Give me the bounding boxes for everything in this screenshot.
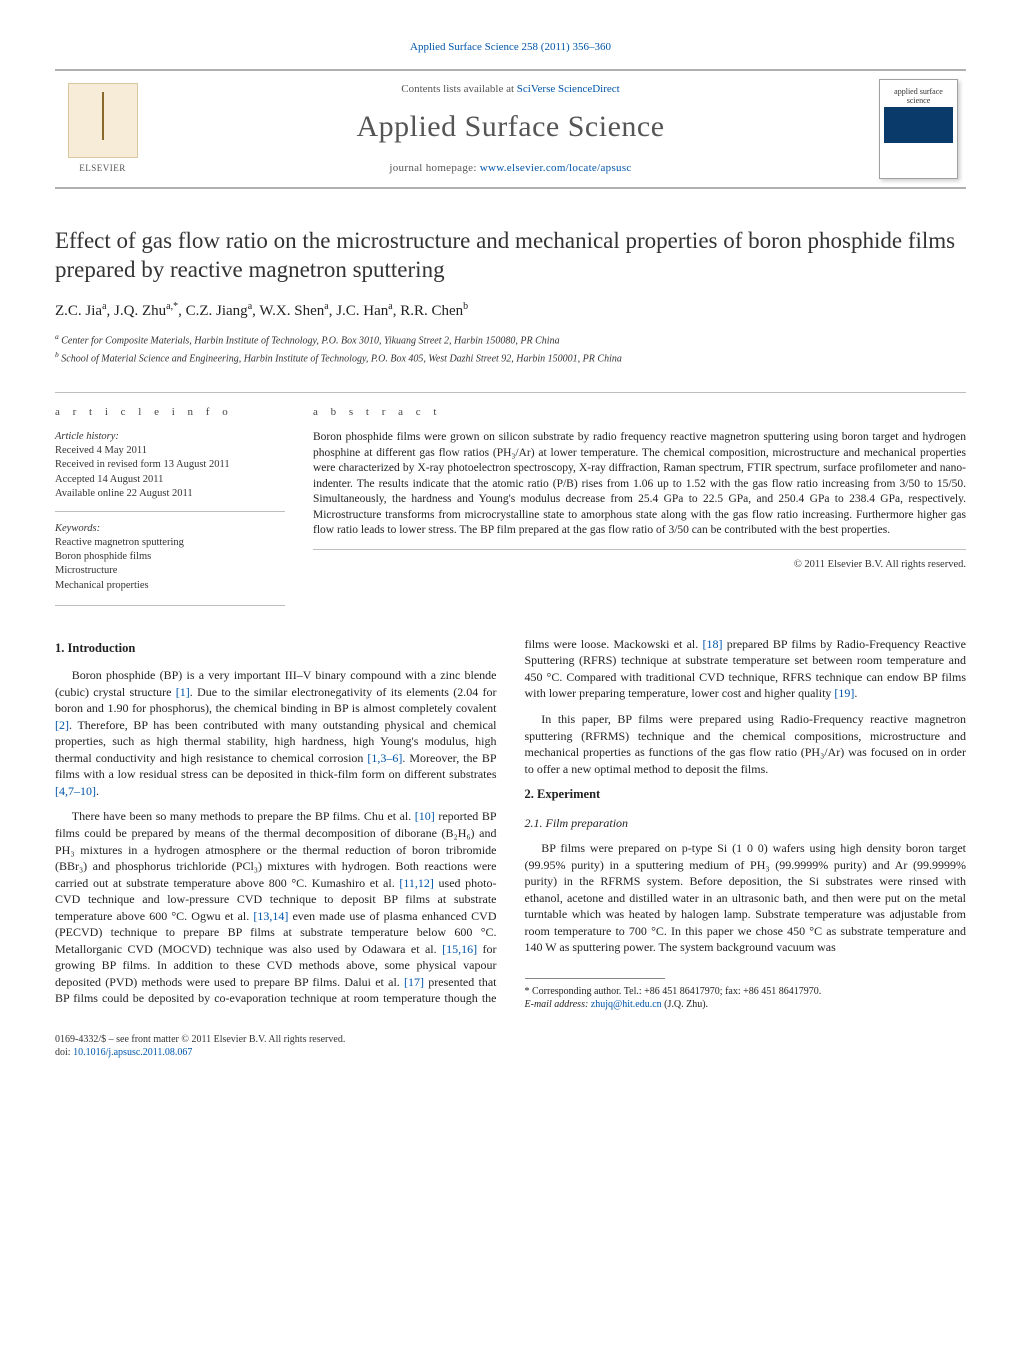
- issn-line: 0169-4332/$ – see front matter © 2011 El…: [55, 1033, 966, 1046]
- keywords-label: Keywords:: [55, 522, 285, 536]
- journal-homepage-line: journal homepage: www.elsevier.com/locat…: [389, 161, 631, 176]
- keyword: Reactive magnetron sputtering: [55, 536, 285, 550]
- elsevier-tree-icon: [68, 83, 138, 158]
- citation-ref[interactable]: [10]: [415, 809, 435, 823]
- publisher-label: ELSEVIER: [79, 162, 126, 174]
- keyword: Mechanical properties: [55, 579, 285, 593]
- journal-homepage-link[interactable]: www.elsevier.com/locate/apsusc: [480, 162, 632, 174]
- email-suffix: (J.Q. Zhu).: [664, 999, 708, 1010]
- footnote-rule: [525, 978, 665, 979]
- body-columns: 1. Introduction Boron phosphide (BP) is …: [55, 636, 966, 1011]
- citation-ref[interactable]: [13,14]: [253, 909, 288, 923]
- history-online: Available online 22 August 2011: [55, 487, 285, 501]
- abstract-col: a b s t r a c t Boron phosphide films we…: [313, 405, 966, 606]
- author-list: Z.C. Jiaa, J.Q. Zhua,*, C.Z. Jianga, W.X…: [55, 300, 966, 321]
- journal-header-band: ELSEVIER Contents lists available at Sci…: [55, 69, 966, 189]
- article-info-row: a r t i c l e i n f o Article history: R…: [55, 392, 966, 606]
- citation-ref[interactable]: [4,7–10]: [55, 784, 96, 798]
- article-title: Effect of gas flow ratio on the microstr…: [55, 227, 966, 285]
- section-1-head: 1. Introduction: [55, 640, 497, 657]
- journal-name: Applied Surface Science: [356, 107, 664, 148]
- citation-ref[interactable]: [17]: [404, 975, 424, 989]
- corresponding-footnote: * Corresponding author. Tel.: +86 451 86…: [525, 985, 967, 1011]
- journal-cover-thumb: applied surface science: [871, 71, 966, 187]
- corr-email-line: E-mail address: zhujq@hit.edu.cn (J.Q. Z…: [525, 998, 967, 1011]
- citation-link[interactable]: Applied Surface Science 258 (2011) 356–3…: [410, 41, 611, 53]
- abstract-head: a b s t r a c t: [313, 405, 966, 420]
- contents-available-line: Contents lists available at SciVerse Sci…: [401, 82, 619, 97]
- cover-mini-title: applied surface science: [884, 88, 953, 106]
- affiliation-a: a Center for Composite Materials, Harbin…: [55, 332, 966, 348]
- cover-color-bar: [884, 107, 953, 143]
- article-info-head: a r t i c l e i n f o: [55, 405, 285, 420]
- contents-prefix: Contents lists available at: [401, 83, 516, 95]
- history-received: Received 4 May 2011: [55, 444, 285, 458]
- article-history: Article history: Received 4 May 2011 Rec…: [55, 430, 285, 512]
- keyword: Microstructure: [55, 564, 285, 578]
- email-label: E-mail address:: [525, 999, 591, 1010]
- publisher-logo-block: ELSEVIER: [55, 71, 150, 187]
- corr-author-line: * Corresponding author. Tel.: +86 451 86…: [525, 985, 967, 998]
- page-header-citation: Applied Surface Science 258 (2011) 356–3…: [55, 40, 966, 55]
- cover-swatch-icon: applied surface science: [879, 79, 958, 179]
- keyword: Boron phosphide films: [55, 550, 285, 564]
- abstract-copyright: © 2011 Elsevier B.V. All rights reserved…: [313, 558, 966, 572]
- body-paragraph: In this paper, BP films were prepared us…: [525, 711, 967, 777]
- history-revised: Received in revised form 13 August 2011: [55, 458, 285, 472]
- header-center: Contents lists available at SciVerse Sci…: [150, 71, 871, 187]
- section-2-1-head: 2.1. Film preparation: [525, 815, 967, 832]
- citation-ref[interactable]: [18]: [702, 637, 722, 651]
- citation-ref[interactable]: [19]: [834, 686, 854, 700]
- citation-ref[interactable]: [11,12]: [399, 876, 434, 890]
- affiliations: a Center for Composite Materials, Harbin…: [55, 332, 966, 367]
- affiliation-b: b School of Material Science and Enginee…: [55, 350, 966, 366]
- corr-email-link[interactable]: zhujq@hit.edu.cn: [591, 999, 662, 1010]
- keywords-block: Keywords: Reactive magnetron sputtering …: [55, 522, 285, 606]
- sciencedirect-link[interactable]: SciVerse ScienceDirect: [517, 83, 620, 95]
- history-label: Article history:: [55, 430, 285, 444]
- citation-ref[interactable]: [2]: [55, 718, 69, 732]
- doi-line: doi: 10.1016/j.apsusc.2011.08.067: [55, 1046, 966, 1059]
- body-paragraph: BP films were prepared on p-type Si (1 0…: [525, 840, 967, 956]
- history-accepted: Accepted 14 August 2011: [55, 473, 285, 487]
- homepage-prefix: journal homepage:: [389, 162, 479, 174]
- abstract-text: Boron phosphide films were grown on sili…: [313, 430, 966, 550]
- citation-ref[interactable]: [1,3–6]: [367, 751, 402, 765]
- citation-ref[interactable]: [15,16]: [442, 942, 477, 956]
- body-paragraph: Boron phosphide (BP) is a very important…: [55, 667, 497, 799]
- doi-link[interactable]: 10.1016/j.apsusc.2011.08.067: [73, 1047, 192, 1058]
- citation-ref[interactable]: [1]: [176, 685, 190, 699]
- article-info-col: a r t i c l e i n f o Article history: R…: [55, 405, 285, 606]
- doi-prefix: doi:: [55, 1047, 71, 1058]
- page-footer-meta: 0169-4332/$ – see front matter © 2011 El…: [55, 1033, 966, 1059]
- section-2-head: 2. Experiment: [525, 786, 967, 803]
